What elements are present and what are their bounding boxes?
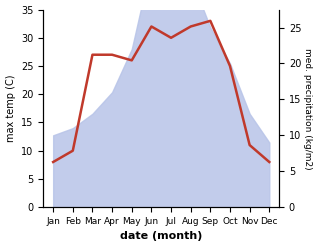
Y-axis label: max temp (C): max temp (C) — [5, 75, 16, 142]
X-axis label: date (month): date (month) — [120, 231, 203, 242]
Y-axis label: med. precipitation (kg/m2): med. precipitation (kg/m2) — [303, 48, 313, 169]
